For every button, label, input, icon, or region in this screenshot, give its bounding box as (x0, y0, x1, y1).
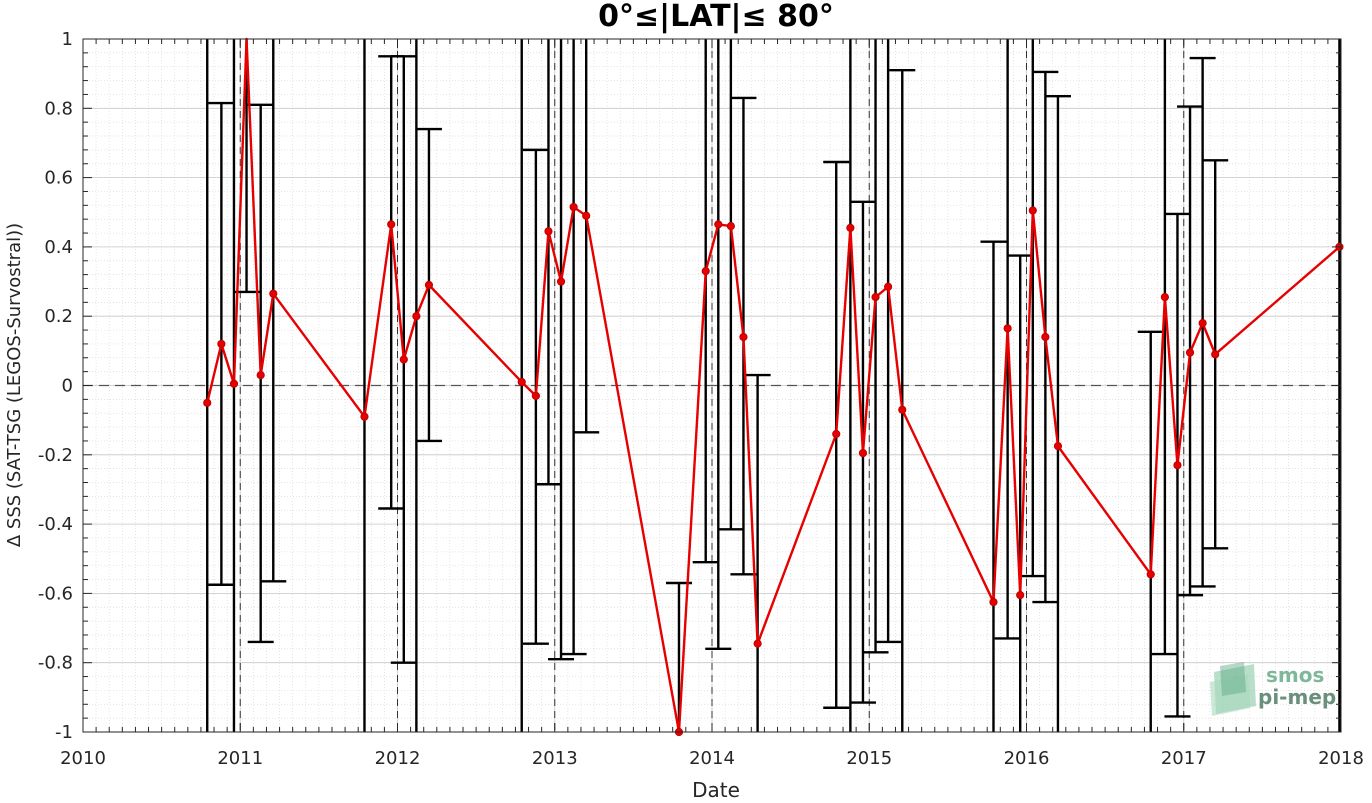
y-tick-label: 0.4 (44, 237, 73, 258)
data-point (1016, 591, 1025, 600)
data-point (871, 293, 880, 302)
y-axis-label: Δ SSS (SAT-TSG (LEGOS-Survostral)) (4, 223, 25, 547)
data-point (517, 377, 526, 387)
error-bar (260, 39, 287, 583)
tick-labels: 2010 2011 2012 2013 2014 2015 2016 2017 2018 1 0.8… (38, 29, 1364, 769)
x-tick-label: 2014 (689, 748, 735, 769)
data-point (884, 282, 893, 291)
data-point (229, 379, 239, 388)
x-tick-label: 2012 (375, 748, 421, 769)
data-point (739, 332, 748, 342)
series-layer (203, 37, 1344, 737)
data-point (1211, 350, 1220, 359)
error-bar (1137, 330, 1164, 732)
x-tick-label: 2017 (1161, 748, 1207, 769)
error-bar (573, 39, 600, 434)
y-tick-label: 1 (62, 29, 73, 50)
error-bar (560, 39, 587, 656)
error-bar (862, 39, 889, 654)
data-point (1041, 332, 1050, 342)
y-tick-label: 0 (62, 376, 73, 397)
y-tick-label: -0.4 (38, 514, 73, 535)
data-point (387, 220, 396, 229)
logo-text-smos: smos (1266, 663, 1324, 687)
axis-ticks (82, 38, 1342, 733)
error-bar (1151, 39, 1178, 656)
logo-wave-icon (1220, 662, 1246, 696)
data-point (898, 405, 907, 414)
data-point (858, 448, 868, 458)
data-point (1146, 570, 1155, 579)
x-axis-label: Date (692, 778, 740, 799)
data-point (360, 412, 369, 421)
data-point (203, 398, 212, 407)
chart-title: 0°≤|LAT|≤ 80° (598, 0, 834, 34)
error-bar (535, 39, 562, 486)
data-point (399, 355, 408, 364)
data-point (544, 227, 553, 236)
data-point (531, 391, 540, 400)
logo-text-pi-mep: pi-mep (1258, 685, 1336, 709)
data-point (701, 267, 710, 276)
data-point (217, 339, 226, 349)
x-tick-label: 2015 (846, 748, 892, 769)
x-tick-label: 2011 (217, 748, 263, 769)
data-point (726, 222, 735, 231)
error-bar (1007, 254, 1034, 732)
error-bar (705, 39, 732, 651)
y-tick-label: -1 (55, 722, 73, 743)
y-tick-label: -0.6 (38, 583, 73, 604)
y-tick-label: 0.2 (44, 306, 73, 327)
error-bar (875, 39, 902, 644)
data-point (1003, 324, 1012, 333)
smos-pi-mep-logo: smos pi-mep (1210, 662, 1336, 716)
data-point (1198, 319, 1207, 328)
data-point (556, 277, 566, 286)
data-point (1185, 348, 1195, 357)
data-point (1160, 293, 1169, 302)
x-tick-label: 2016 (1004, 748, 1050, 769)
reference-lines (83, 39, 1341, 732)
x-tick-label: 2013 (532, 748, 578, 769)
data-point (256, 371, 265, 380)
error-bar (665, 581, 692, 732)
data-point (846, 223, 855, 232)
data-point (753, 639, 762, 648)
error-bar (692, 39, 719, 564)
data-point (569, 202, 578, 212)
y-tick-label: 0.8 (44, 98, 73, 119)
series-line (206, 37, 1341, 734)
error-bar (744, 373, 771, 732)
y-tick-label: -0.8 (38, 653, 73, 674)
x-tick-label: 2010 (60, 748, 106, 769)
data-point (1028, 206, 1037, 215)
data-point (412, 312, 421, 321)
data-point (269, 289, 278, 298)
error-bar (548, 39, 575, 661)
data-point (582, 211, 591, 220)
data-point (989, 597, 998, 607)
y-tick-label: -0.2 (38, 445, 73, 466)
data-point (714, 220, 723, 229)
logo-wave-icon (1210, 674, 1250, 716)
error-bar (717, 39, 744, 531)
error-bar (980, 240, 1007, 732)
data-point (832, 429, 841, 439)
data-point (1173, 461, 1182, 470)
error-bar (1044, 94, 1071, 732)
error-bar (1019, 39, 1046, 578)
x-tick-label: 2018 (1318, 748, 1364, 769)
data-point (1053, 442, 1063, 451)
data-point (424, 280, 434, 290)
y-tick-label: 0.6 (44, 168, 73, 189)
